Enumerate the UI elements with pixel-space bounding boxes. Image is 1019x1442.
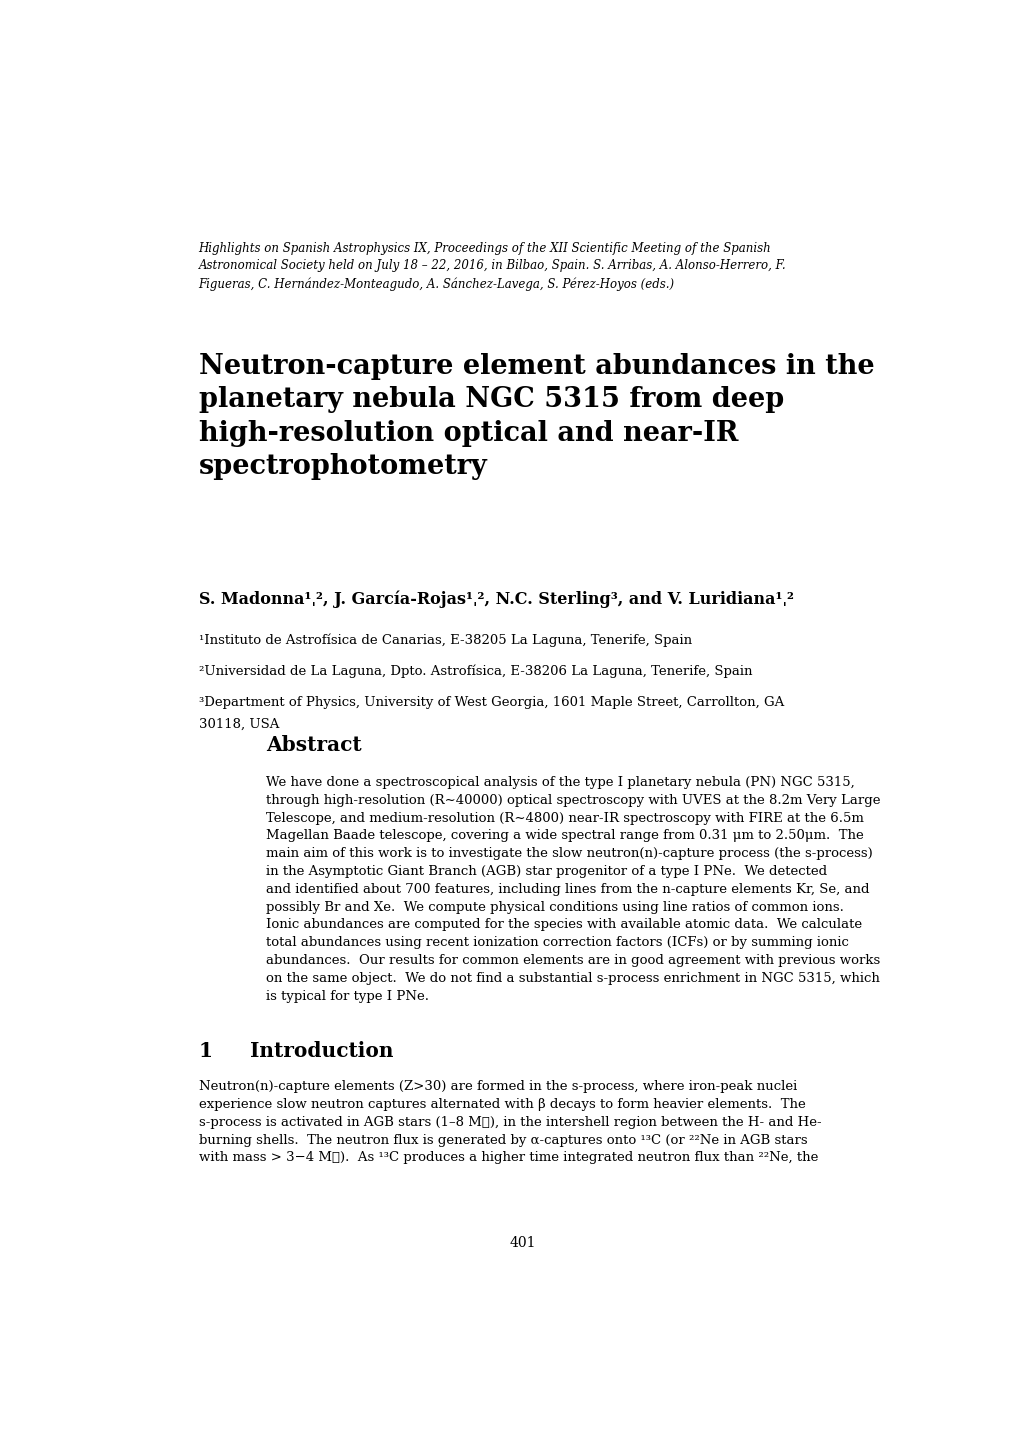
Text: 30118, USA: 30118, USA: [199, 718, 279, 731]
Text: S. Madonna¹ˌ², J. García-Rojas¹ˌ², N.C. Sterling³, and V. Luridiana¹ˌ²: S. Madonna¹ˌ², J. García-Rojas¹ˌ², N.C. …: [199, 591, 793, 609]
Text: 1: 1: [199, 1041, 212, 1061]
Text: 401: 401: [510, 1236, 535, 1250]
Text: Introduction: Introduction: [250, 1041, 393, 1061]
Text: Highlights on Spanish Astrophysics IX, Proceedings of the XII Scientific Meeting: Highlights on Spanish Astrophysics IX, P…: [199, 242, 786, 291]
Text: ¹Instituto de Astrofísica de Canarias, E-38205 La Laguna, Tenerife, Spain: ¹Instituto de Astrofísica de Canarias, E…: [199, 634, 691, 647]
Text: Neutron-capture element abundances in the
planetary nebula NGC 5315 from deep
hi: Neutron-capture element abundances in th…: [199, 353, 873, 480]
Text: ³Department of Physics, University of West Georgia, 1601 Maple Street, Carrollto: ³Department of Physics, University of We…: [199, 696, 784, 709]
Text: ²Universidad de La Laguna, Dpto. Astrofísica, E-38206 La Laguna, Tenerife, Spain: ²Universidad de La Laguna, Dpto. Astrofí…: [199, 665, 751, 678]
Text: Abstract: Abstract: [266, 735, 361, 754]
Text: We have done a spectroscopical analysis of the type I planetary nebula (PN) NGC : We have done a spectroscopical analysis …: [266, 776, 879, 1002]
Text: Neutron(n)-capture elements (Z>30) are formed in the s-process, where iron-peak : Neutron(n)-capture elements (Z>30) are f…: [199, 1080, 820, 1164]
